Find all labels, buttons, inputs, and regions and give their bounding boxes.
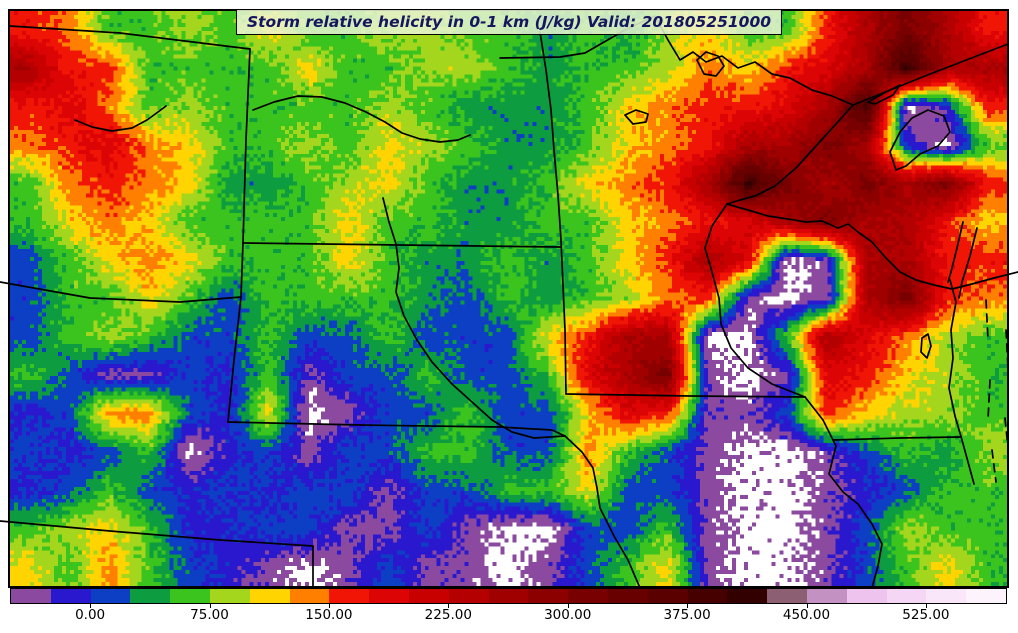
colorbar-tick-450.00	[806, 604, 808, 608]
plot-title-box: Storm relative helicity in 0-1 km (J/kg)…	[235, 9, 783, 35]
helicity-field-canvas	[10, 11, 1007, 586]
colorbar-segment-0	[11, 589, 51, 603]
colorbar-segment-16	[647, 589, 688, 603]
colorbar-label-375.00: 375.00	[663, 607, 711, 623]
colorbar-segment-11	[448, 589, 489, 603]
colorbar-segment-21	[846, 589, 887, 603]
colorbar-segment-9	[369, 589, 409, 603]
colorbar-label-450.00: 450.00	[782, 607, 831, 623]
colorbar-label-525.00: 525.00	[902, 607, 950, 623]
colorbar-segment-17	[687, 589, 728, 603]
plot-title: Storm relative helicity in 0-1 km (J/kg)…	[246, 13, 772, 31]
colorbar-segment-3	[130, 589, 171, 603]
colorbar-tick-0.00	[90, 604, 92, 608]
colorbar-segment-13	[528, 589, 569, 603]
colorbar-segment-19	[767, 589, 807, 603]
colorbar-label-75.00: 75.00	[190, 607, 229, 623]
colorbar-segment-1	[50, 589, 91, 603]
colorbar-label-300.00: 300.00	[544, 607, 592, 623]
colorbar-tick-225.00	[448, 604, 450, 608]
colorbar-segment-8	[329, 589, 370, 603]
map-panel	[8, 9, 1009, 588]
colorbar-segment-5	[209, 589, 250, 603]
colorbar-segment-24	[966, 589, 1006, 603]
colorbar-label-150.00: 150.00	[305, 607, 353, 623]
colorbar-segment-20	[806, 589, 847, 603]
colorbar-segment-12	[488, 589, 529, 603]
colorbar-tick-300.00	[567, 604, 569, 608]
colorbar-tick-375.00	[687, 604, 689, 608]
colorbar-segment-18	[727, 589, 768, 603]
colorbar-segment-2	[90, 589, 131, 603]
colorbar-segment-15	[607, 589, 648, 603]
colorbar-label-0.00: 0.00	[75, 607, 106, 623]
colorbar-tick-75.00	[209, 604, 211, 608]
colorbar-segment-22	[886, 589, 927, 603]
colorbar-label-225.00: 225.00	[424, 607, 472, 623]
colorbar-segment-4	[170, 589, 210, 603]
colorbar-tick-150.00	[328, 604, 330, 608]
colorbar-segment-7	[289, 589, 330, 603]
colorbar-segment-23	[926, 589, 967, 603]
colorbar-segment-10	[408, 589, 449, 603]
colorbar-tick-525.00	[925, 604, 927, 608]
colorbar	[10, 588, 1007, 604]
colorbar-segment-14	[568, 589, 608, 603]
colorbar-segment-6	[249, 589, 290, 603]
